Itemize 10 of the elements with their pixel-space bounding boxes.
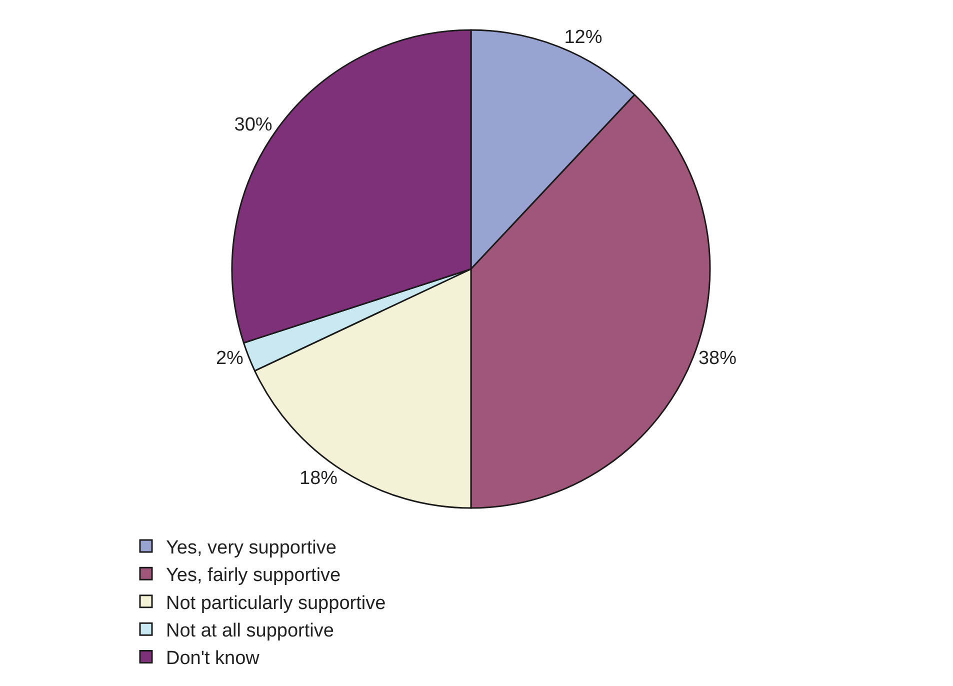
legend-label: Yes, fairly supportive (166, 565, 341, 586)
data-label: 2% (216, 348, 244, 369)
data-label: 38% (698, 348, 737, 369)
data-label: 18% (300, 468, 338, 489)
legend-label: Don't know (166, 648, 260, 670)
legend-label: Yes, very supportive (166, 537, 336, 558)
data-label: 30% (234, 114, 272, 136)
data-label: 12% (564, 27, 602, 48)
legend-label: Not at all supportive (166, 620, 334, 642)
legend-label: Not particularly supportive (166, 592, 386, 614)
